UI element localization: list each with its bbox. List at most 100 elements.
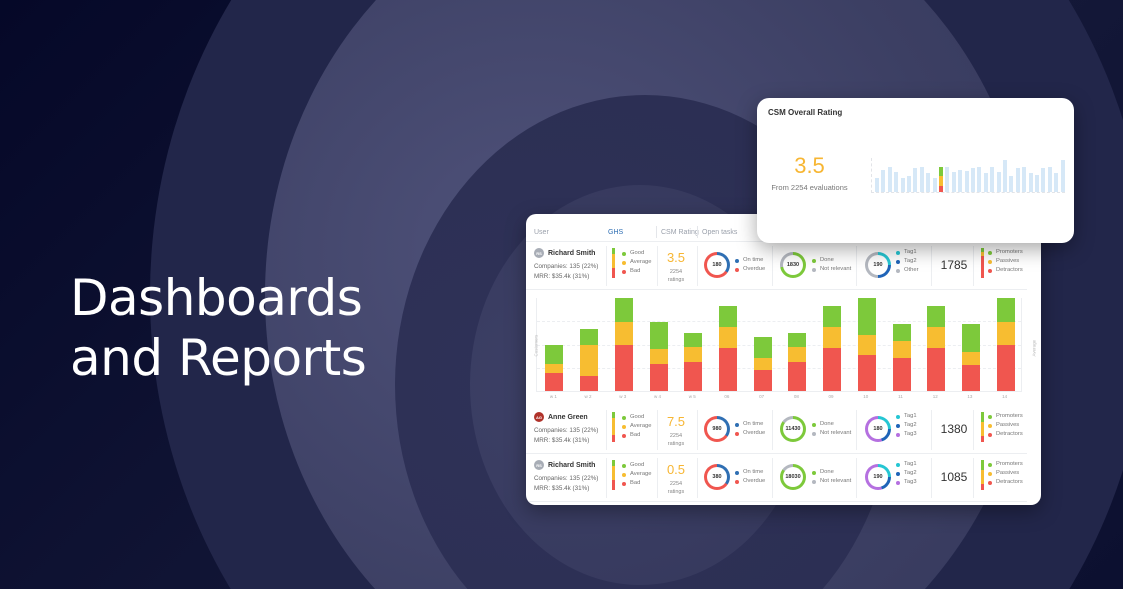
chart-bar[interactable] xyxy=(927,305,946,391)
chart-bar[interactable] xyxy=(580,329,599,391)
table-row[interactable]: AG Anne Green Companies: 135 (22%) MRR: … xyxy=(526,406,1041,454)
sparkline-bar[interactable] xyxy=(1041,168,1046,192)
sparkline-bar[interactable] xyxy=(900,178,905,192)
bar-segment-good xyxy=(961,323,980,352)
tag3-dot-icon xyxy=(896,432,900,437)
sparkline-bar[interactable] xyxy=(887,167,892,192)
bad-dot-icon xyxy=(622,269,626,274)
chart-bar[interactable] xyxy=(823,305,842,391)
bar-segment-good xyxy=(649,321,668,350)
grid-line xyxy=(537,321,1021,322)
chart-bar[interactable] xyxy=(649,321,668,391)
user-name[interactable]: RS Richard Smith xyxy=(534,460,595,470)
bar-segment-average xyxy=(788,347,807,363)
chart-bar[interactable] xyxy=(545,345,564,391)
user-name-text: Richard Smith xyxy=(548,461,596,469)
sparkline-bar[interactable] xyxy=(881,170,886,192)
bar-segment-good xyxy=(857,298,876,336)
sparkline-bar[interactable] xyxy=(1009,176,1014,192)
bar-segment-bad xyxy=(857,354,876,391)
chart-bar[interactable] xyxy=(961,323,980,391)
sparkline-bar[interactable] xyxy=(951,172,956,192)
divider xyxy=(697,458,698,498)
open-tasks-donut[interactable]: 980 xyxy=(704,416,730,442)
sparkline-bar[interactable] xyxy=(1022,167,1027,192)
tags-donut[interactable]: 180 xyxy=(865,416,891,442)
sparkline-bar[interactable] xyxy=(1047,167,1052,192)
sparkline-bar[interactable] xyxy=(932,178,937,192)
not-relevant-dot-icon xyxy=(812,431,816,436)
tags-donut[interactable]: 190 xyxy=(865,252,891,278)
divider xyxy=(606,458,607,498)
open-tasks-value: 980 xyxy=(707,419,727,439)
open-tasks-donut[interactable]: 380 xyxy=(704,464,730,490)
open-tasks-donut[interactable]: 180 xyxy=(704,252,730,278)
chart-bar[interactable] xyxy=(684,333,703,391)
sparkline-bar[interactable] xyxy=(983,173,988,192)
sparkline-bar[interactable] xyxy=(964,171,969,192)
sparkline-bar[interactable] xyxy=(894,172,899,192)
sparkline-bar[interactable] xyxy=(996,172,1001,192)
column-header-user[interactable]: User xyxy=(534,229,549,236)
tags-value: 190 xyxy=(868,467,888,487)
done-donut[interactable]: 1830 xyxy=(780,252,806,278)
sparkline-bar[interactable] xyxy=(1015,168,1020,192)
sparkline-bar[interactable] xyxy=(913,168,918,192)
sparkline-bar[interactable] xyxy=(945,167,950,192)
x-axis-label: 08 xyxy=(793,394,799,399)
done-donut[interactable]: 11430 xyxy=(780,416,806,442)
sparkline-bar[interactable] xyxy=(926,173,931,192)
bar-segment-average xyxy=(823,326,842,349)
bar-segment-bad xyxy=(961,365,980,391)
mrr-stat: MRR: $35.4k (31%) xyxy=(534,273,590,280)
ghs-legend: Good Average Bad xyxy=(622,413,652,440)
column-header-csm-rating[interactable]: CSM Rating xyxy=(661,229,699,236)
avatar: AG xyxy=(534,412,544,422)
x-axis-label: 10 xyxy=(863,394,869,399)
sparkline-bar[interactable] xyxy=(990,167,995,192)
mrr-stat: MRR: $35.4k (31%) xyxy=(534,437,590,444)
divider xyxy=(772,246,773,286)
sparkline-bar[interactable] xyxy=(919,167,924,192)
sparkline-bar[interactable] xyxy=(971,168,975,192)
sparkline-bar[interactable] xyxy=(1028,173,1033,192)
not-relevant-dot-icon xyxy=(812,479,816,484)
sparkline-bar[interactable] xyxy=(1054,173,1059,192)
sparkline-bar[interactable] xyxy=(875,178,879,192)
sparkline-bar[interactable] xyxy=(977,167,982,192)
passives-dot-icon xyxy=(988,259,992,264)
chart-bar[interactable] xyxy=(753,336,772,391)
table-row[interactable]: RS Richard Smith Companies: 135 (22%) MR… xyxy=(526,242,1041,290)
csm-rating-value: 0.5 xyxy=(666,462,686,477)
tags-donut[interactable]: 190 xyxy=(865,464,891,490)
divider xyxy=(772,458,773,498)
on-time-dot-icon xyxy=(735,422,739,427)
sparkline-bar[interactable] xyxy=(1003,160,1007,192)
good-dot-icon xyxy=(622,415,626,420)
done-donut[interactable]: 18030 xyxy=(780,464,806,490)
table-row[interactable]: RS Richard Smith Companies: 135 (22%) MR… xyxy=(526,454,1041,502)
bar-segment-bad xyxy=(614,345,633,391)
chart-bar[interactable] xyxy=(718,305,737,391)
sparkline-bar[interactable] xyxy=(958,170,963,192)
user-name[interactable]: RS Richard Smith xyxy=(534,248,595,258)
column-header-ghs[interactable]: GHS xyxy=(608,229,624,236)
sparkline-bar[interactable] xyxy=(1035,175,1039,192)
tag3-dot-icon xyxy=(896,268,900,273)
sparkline-bar[interactable] xyxy=(907,176,911,192)
bar-segment-bad xyxy=(684,362,703,391)
chart-bar[interactable] xyxy=(614,298,633,391)
chart-bar[interactable] xyxy=(996,298,1015,391)
column-header-open-tasks[interactable]: Open tasks xyxy=(702,229,738,236)
sparkline-bar[interactable] xyxy=(939,167,943,192)
done-dot-icon xyxy=(812,258,816,263)
sparkline-bar[interactable] xyxy=(1060,160,1065,192)
chart-bar[interactable] xyxy=(857,298,876,391)
chart-bar[interactable] xyxy=(892,323,911,391)
user-name[interactable]: AG Anne Green xyxy=(534,412,588,422)
divider xyxy=(772,410,773,450)
x-axis-label: w 5 xyxy=(688,394,696,399)
nps-legend: Promoters Passives Detractors xyxy=(988,412,1023,439)
tasks-legend: On time Overdue xyxy=(735,420,765,438)
chart-bar[interactable] xyxy=(788,333,807,391)
